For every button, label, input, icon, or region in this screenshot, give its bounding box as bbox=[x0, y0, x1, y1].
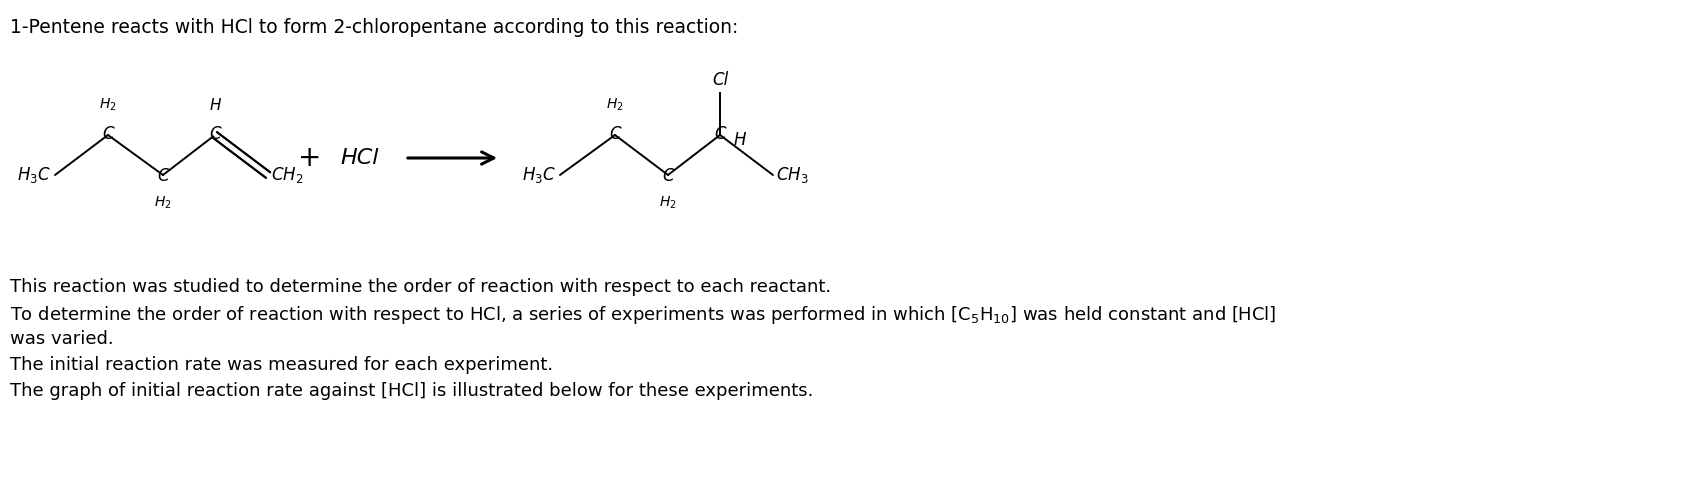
Text: Cl: Cl bbox=[711, 71, 728, 89]
Text: C: C bbox=[103, 125, 114, 143]
Text: $CH_3$: $CH_3$ bbox=[775, 165, 809, 185]
Text: C: C bbox=[609, 125, 621, 143]
Text: $H_2$: $H_2$ bbox=[606, 97, 624, 113]
Text: The graph of initial reaction rate against [HCl] is illustrated below for these : The graph of initial reaction rate again… bbox=[10, 382, 814, 400]
Text: HCl: HCl bbox=[341, 148, 378, 168]
Text: was varied.: was varied. bbox=[10, 330, 114, 348]
Text: C: C bbox=[156, 167, 168, 185]
Text: This reaction was studied to determine the order of reaction with respect to eac: This reaction was studied to determine t… bbox=[10, 278, 831, 296]
Text: $H_3C$: $H_3C$ bbox=[17, 165, 50, 185]
Text: 1-Pentene reacts with HCl to form 2-chloropentane according to this reaction:: 1-Pentene reacts with HCl to form 2-chlo… bbox=[10, 18, 738, 37]
Text: C: C bbox=[715, 125, 727, 143]
Text: $H_2$: $H_2$ bbox=[99, 97, 116, 113]
Text: $H_3C$: $H_3C$ bbox=[521, 165, 557, 185]
Text: +: + bbox=[298, 144, 321, 172]
Text: The initial reaction rate was measured for each experiment.: The initial reaction rate was measured f… bbox=[10, 356, 553, 374]
Text: C: C bbox=[209, 125, 220, 143]
Text: $CH_2$: $CH_2$ bbox=[271, 165, 303, 185]
Text: $H_2$: $H_2$ bbox=[659, 195, 676, 211]
Text: H: H bbox=[209, 98, 220, 113]
Text: To determine the order of reaction with respect to HCl, a series of experiments : To determine the order of reaction with … bbox=[10, 304, 1277, 326]
Text: C: C bbox=[663, 167, 674, 185]
Text: $H_2$: $H_2$ bbox=[155, 195, 172, 211]
Text: H: H bbox=[733, 131, 747, 149]
